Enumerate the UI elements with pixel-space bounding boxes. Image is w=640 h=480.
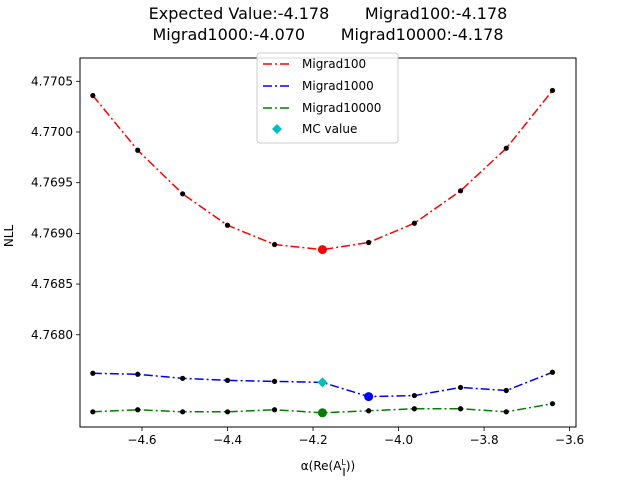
data-point-migrad1000 bbox=[135, 371, 141, 377]
y-tick-label: 4.7695 bbox=[31, 176, 73, 190]
y-axis-label: NLL bbox=[2, 225, 16, 248]
x-tick-label: −4.2 bbox=[298, 433, 327, 447]
data-point-migrad10000 bbox=[457, 406, 464, 412]
x-axis-label: α(Re(AL ∥)) bbox=[301, 458, 356, 476]
data-point-migrad10000 bbox=[180, 409, 186, 415]
data-point-migrad10000 bbox=[90, 409, 96, 415]
data-point-migrad1000 bbox=[271, 378, 278, 384]
legend-box bbox=[256, 52, 399, 144]
series-line-migrad100 bbox=[92, 89, 554, 251]
y-tick-label: 4.7680 bbox=[31, 328, 73, 342]
data-point-migrad10000 bbox=[366, 408, 372, 414]
y-tick-label: 4.7705 bbox=[31, 74, 73, 88]
x-tick-label: −3.6 bbox=[555, 433, 584, 447]
plot-area: −4.6 −4.4 −4.2 −4.0 −3.8 −3.6 4.7680 4.7685 4.76… bbox=[31, 57, 584, 447]
data-point-migrad10000 bbox=[271, 407, 278, 413]
data-point-migrad1000 bbox=[457, 384, 464, 391]
data-point-migrad10000 bbox=[549, 401, 556, 407]
chart-title-line2: Migrad1000:-4.070 Migrad10000:-4.178 bbox=[152, 25, 503, 44]
data-point-migrad1000 bbox=[224, 377, 231, 383]
x-tick-label: −3.8 bbox=[469, 433, 498, 447]
mc-value-marker bbox=[317, 377, 328, 388]
x-axis-label-main: α(Re(A bbox=[301, 459, 342, 473]
legend-label-migrad10000: Migrad10000 bbox=[302, 101, 381, 115]
data-point-migrad1000 bbox=[549, 369, 556, 375]
data-point-migrad100 bbox=[180, 191, 186, 197]
data-point-migrad100 bbox=[135, 147, 141, 153]
legend-label-migrad100: Migrad100 bbox=[302, 57, 366, 71]
y-tick-label: 4.7685 bbox=[31, 277, 73, 291]
data-point-migrad100 bbox=[503, 145, 509, 151]
data-point-migrad100 bbox=[90, 92, 96, 99]
legend-swatch-mc-value bbox=[272, 124, 282, 134]
y-tick-label: 4.7690 bbox=[31, 226, 73, 240]
x-axis-label-sup: L bbox=[341, 458, 346, 467]
data-point-migrad100 bbox=[224, 222, 231, 228]
minimum-marker-migrad100 bbox=[317, 245, 327, 255]
legend-label-mc-value: MC value bbox=[302, 122, 357, 136]
minimum-marker-migrad10000 bbox=[317, 408, 327, 418]
data-point-migrad100 bbox=[457, 188, 464, 194]
data-point-migrad100 bbox=[271, 241, 278, 248]
x-tick-label: −4.6 bbox=[127, 433, 156, 447]
legend-label-migrad1000: Migrad1000 bbox=[302, 79, 374, 93]
data-point-migrad100 bbox=[366, 239, 372, 246]
x-tick-label: −4.0 bbox=[384, 433, 413, 447]
data-point-migrad10000 bbox=[224, 409, 231, 415]
data-point-migrad1000 bbox=[90, 370, 96, 376]
data-point-migrad10000 bbox=[411, 406, 417, 412]
x-axis-label-sub: ∥ bbox=[342, 467, 346, 476]
data-point-migrad1000 bbox=[180, 375, 186, 381]
data-point-migrad100 bbox=[549, 87, 556, 94]
data-point-migrad10000 bbox=[503, 409, 509, 415]
data-point-migrad1000 bbox=[503, 387, 509, 394]
chart-title-line1: Expected Value:-4.178 Migrad100:-4.178 bbox=[149, 4, 508, 23]
data-point-migrad1000 bbox=[411, 392, 417, 399]
y-tick-label: 4.7700 bbox=[31, 125, 73, 139]
data-point-migrad10000 bbox=[135, 407, 141, 413]
legend: Migrad100 Migrad1000 Migrad10000 MC value bbox=[256, 52, 399, 144]
x-axis-label-tail: )) bbox=[346, 459, 355, 473]
x-tick-label: −4.4 bbox=[213, 433, 242, 447]
minimum-marker-migrad1000 bbox=[364, 392, 374, 402]
data-point-migrad100 bbox=[411, 220, 417, 226]
